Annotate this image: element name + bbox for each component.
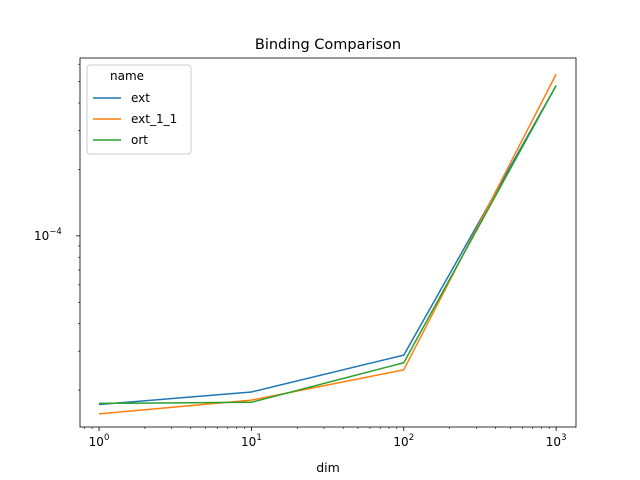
y-tick-label: 10−4 bbox=[34, 227, 62, 243]
legend-title: name bbox=[110, 69, 144, 83]
x-tick-label: 100 bbox=[89, 433, 110, 449]
legend-label-ext: ext bbox=[131, 91, 150, 105]
legend-label-ext_1_1: ext_1_1 bbox=[131, 112, 177, 126]
x-tick-label: 101 bbox=[241, 433, 262, 449]
x-tick-label: 102 bbox=[393, 433, 414, 449]
legend-label-ort: ort bbox=[131, 133, 148, 147]
x-tick-label: 103 bbox=[546, 433, 567, 449]
series-line-ext_1_1 bbox=[98, 73, 557, 415]
chart-title: Binding Comparison bbox=[255, 37, 401, 53]
series-line-ort bbox=[99, 85, 557, 405]
series-line-ext bbox=[98, 85, 557, 406]
legend-box bbox=[86, 64, 192, 155]
x-axis-label: dim bbox=[316, 460, 340, 475]
axes-frame bbox=[79, 57, 577, 428]
